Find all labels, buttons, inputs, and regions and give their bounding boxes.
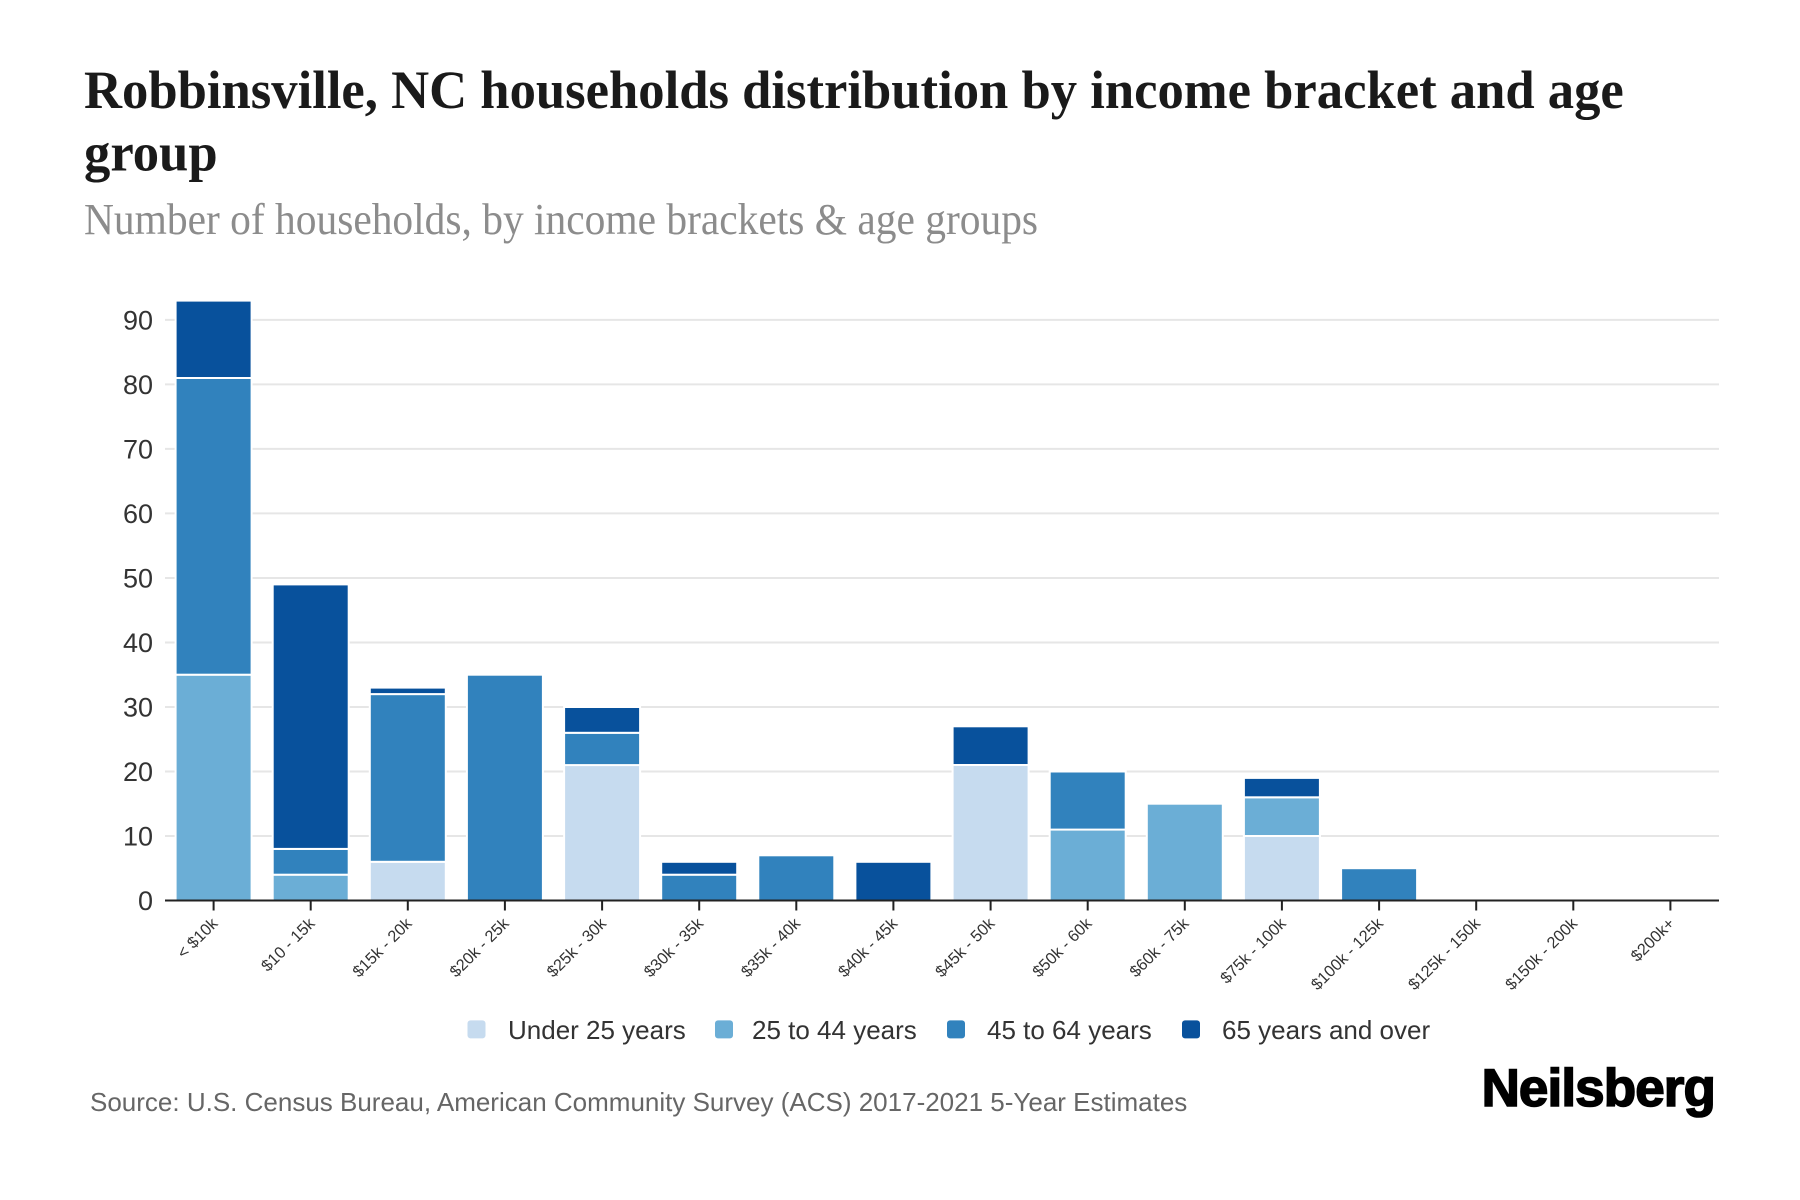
svg-text:80: 80 xyxy=(123,370,153,400)
svg-text:70: 70 xyxy=(123,434,153,464)
svg-text:45 to 64 years: 45 to 64 years xyxy=(987,1015,1152,1045)
svg-text:50: 50 xyxy=(123,564,153,594)
svg-text:10: 10 xyxy=(123,822,153,852)
svg-text:20: 20 xyxy=(123,757,153,787)
svg-text:Source: U.S. Census Bureau, Am: Source: U.S. Census Bureau, American Com… xyxy=(90,1087,1187,1117)
svg-text:90: 90 xyxy=(123,305,153,335)
svg-text:65 years and over: 65 years and over xyxy=(1222,1015,1430,1045)
svg-text:30: 30 xyxy=(123,693,153,723)
svg-text:Neilsberg: Neilsberg xyxy=(1482,1059,1715,1118)
svg-text:25 to 44 years: 25 to 44 years xyxy=(752,1015,917,1045)
svg-text:40: 40 xyxy=(123,628,153,658)
svg-text:60: 60 xyxy=(123,499,153,529)
svg-text:group: group xyxy=(84,122,218,183)
svg-text:Robbinsville, NC households di: Robbinsville, NC households distribution… xyxy=(84,59,1624,120)
svg-text:Under 25 years: Under 25 years xyxy=(508,1015,686,1045)
svg-text:Number of households, by incom: Number of households, by income brackets… xyxy=(84,196,1038,244)
svg-text:0: 0 xyxy=(138,886,153,916)
